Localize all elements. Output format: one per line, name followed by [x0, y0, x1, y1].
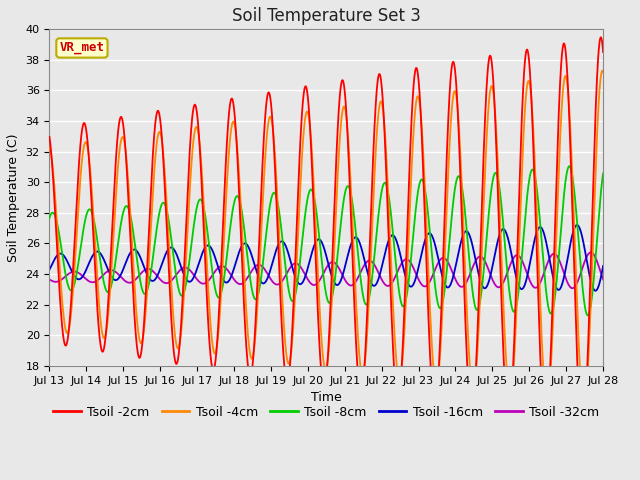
Tsoil -2cm [599, 49, 607, 55]
Tsoil -8cm [566, 164, 573, 169]
Tsoil -4cm [200, 204, 208, 209]
Tsoil -2cm [355, 375, 362, 381]
Tsoil -4cm [487, 84, 495, 90]
Tsoil -4cm [580, 402, 588, 408]
Tsoil -32cm [587, 250, 595, 255]
Tsoil -2cm [597, 35, 605, 40]
Line: Tsoil -16cm: Tsoil -16cm [49, 225, 603, 291]
Tsoil -4cm [566, 110, 573, 116]
Tsoil -4cm [599, 69, 607, 75]
Tsoil -16cm [355, 237, 362, 242]
X-axis label: Time: Time [311, 391, 342, 404]
Tsoil -8cm [200, 205, 208, 211]
Y-axis label: Soil Temperature (C): Soil Temperature (C) [7, 133, 20, 262]
Tsoil -8cm [487, 189, 495, 194]
Tsoil -2cm [579, 429, 586, 434]
Tsoil -16cm [200, 247, 208, 252]
Tsoil -4cm [598, 68, 606, 73]
Tsoil -4cm [355, 337, 362, 343]
Tsoil -2cm [45, 134, 53, 140]
Tsoil -8cm [599, 170, 607, 176]
Line: Tsoil -2cm: Tsoil -2cm [49, 37, 603, 432]
Tsoil -8cm [342, 186, 350, 192]
Tsoil -32cm [45, 276, 53, 282]
Line: Tsoil -8cm: Tsoil -8cm [49, 166, 603, 315]
Tsoil -32cm [599, 276, 607, 282]
Tsoil -16cm [487, 270, 495, 276]
Title: Soil Temperature Set 3: Soil Temperature Set 3 [232, 7, 420, 25]
Tsoil -8cm [550, 300, 558, 305]
Tsoil -4cm [550, 292, 558, 298]
Tsoil -16cm [591, 288, 599, 294]
Text: VR_met: VR_met [60, 41, 104, 54]
Tsoil -32cm [568, 285, 576, 291]
Tsoil -4cm [342, 112, 350, 118]
Tsoil -16cm [573, 222, 581, 228]
Line: Tsoil -4cm: Tsoil -4cm [49, 71, 603, 405]
Tsoil -8cm [45, 215, 53, 221]
Tsoil -2cm [487, 55, 495, 61]
Tsoil -2cm [550, 250, 558, 256]
Tsoil -32cm [550, 251, 558, 257]
Tsoil -4cm [45, 145, 53, 151]
Tsoil -32cm [200, 281, 208, 287]
Tsoil -32cm [566, 283, 573, 289]
Tsoil -16cm [550, 278, 558, 284]
Legend: Tsoil -2cm, Tsoil -4cm, Tsoil -8cm, Tsoil -16cm, Tsoil -32cm: Tsoil -2cm, Tsoil -4cm, Tsoil -8cm, Tsoi… [49, 401, 604, 423]
Tsoil -16cm [599, 263, 607, 269]
Tsoil -16cm [342, 259, 350, 265]
Tsoil -8cm [584, 312, 591, 318]
Tsoil -32cm [487, 273, 495, 279]
Tsoil -32cm [342, 279, 350, 285]
Tsoil -2cm [342, 107, 350, 113]
Tsoil -2cm [200, 229, 208, 235]
Tsoil -16cm [45, 267, 53, 273]
Tsoil -32cm [355, 275, 362, 280]
Tsoil -2cm [566, 121, 573, 127]
Tsoil -16cm [566, 245, 573, 251]
Tsoil -8cm [355, 253, 362, 259]
Tsoil -8cm [565, 163, 573, 169]
Line: Tsoil -32cm: Tsoil -32cm [49, 252, 603, 288]
